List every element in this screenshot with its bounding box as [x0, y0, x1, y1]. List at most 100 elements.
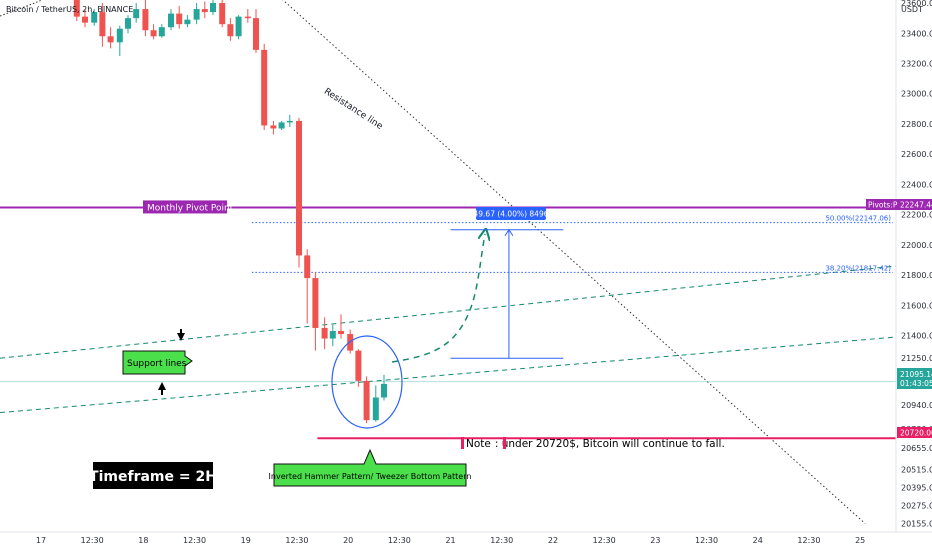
candle-body	[81, 16, 88, 23]
price-tick-label: 22400.00	[901, 180, 932, 189]
candle	[142, 0, 149, 37]
price-tick-label: 21600.00	[901, 301, 932, 310]
price-tick-label: 23200.00	[901, 59, 932, 68]
price-tick-label: 22800.00	[901, 120, 932, 129]
time-tick-label: 25	[855, 536, 865, 545]
candle	[150, 24, 157, 40]
candle-body	[304, 255, 311, 279]
candle-body	[347, 334, 354, 351]
measure-label: 849.67 (4.00%) 84967	[469, 210, 554, 219]
candle-body	[168, 13, 175, 28]
price-tick-label: 21400.00	[901, 332, 932, 341]
time-tick-label: 12:30	[285, 536, 308, 545]
candle	[235, 15, 242, 40]
candle	[270, 120, 277, 135]
time-tick-label: 12:30	[388, 536, 411, 545]
candle	[176, 6, 183, 29]
svg-text:Pivots:P: Pivots:P	[868, 201, 898, 210]
symbol-title: Bitcoin / TetherUS, 2h, BINANCE	[6, 5, 133, 14]
candle-body	[355, 350, 362, 381]
pivot-price-tag: Pivots:P 22247.44	[866, 199, 932, 210]
resistance-line-label: Resistance line	[322, 87, 385, 132]
candle-body	[125, 18, 131, 29]
candle-body	[270, 125, 277, 129]
candle	[227, 18, 234, 41]
candle-body	[278, 122, 285, 129]
timeframe-box	[93, 462, 213, 489]
monthly-pivot-label: Monthly Pivot Point	[147, 203, 234, 213]
candle-body	[312, 278, 319, 328]
candle-body	[363, 380, 370, 421]
candle-body	[133, 9, 140, 19]
time-tick-label: 12:30	[695, 536, 718, 545]
resistance-line-group	[282, 0, 866, 525]
note-text: Note: under 20720$, Bitcoin will continu…	[466, 438, 725, 450]
fib-levels-group: 50.00%(22147.06) 38.20%(21817.42)	[251, 215, 893, 273]
candle-body	[372, 397, 379, 421]
price-tick-label: 22600.00	[901, 150, 932, 159]
price-tick-label: 23000.00	[901, 90, 932, 99]
time-tick-label: 20	[343, 536, 353, 545]
candle	[278, 120, 285, 130]
support-price-tag: 20720.00	[897, 427, 932, 438]
candle	[321, 317, 328, 350]
candle-body	[116, 28, 123, 43]
candle	[107, 27, 114, 49]
support-lines-label: Support lines	[127, 359, 187, 369]
price-tick-label: 20655.00	[901, 444, 932, 453]
price-tick-label: 20395.00	[901, 483, 932, 492]
candle	[355, 349, 362, 387]
candle-body	[235, 16, 242, 37]
time-tick-label: 12:30	[490, 536, 513, 545]
candle	[116, 25, 123, 56]
pattern-label-bubble	[273, 448, 467, 487]
candle	[168, 9, 175, 31]
annotations-group: Monthly Pivot Point Resistance line Suppor…	[0, 0, 725, 489]
horizontal-lines-group	[0, 206, 896, 440]
candle	[99, 3, 106, 47]
candle-body	[91, 12, 98, 23]
time-tick-label: 17	[36, 536, 46, 545]
support-lines-group	[0, 265, 897, 414]
candle	[253, 9, 259, 53]
measure-label-box	[476, 207, 546, 220]
price-tick-label: 21250.00	[901, 354, 932, 363]
last-price-tag: 21095.14 01:43:05	[897, 368, 932, 389]
candle	[337, 314, 344, 339]
candle	[296, 117, 303, 268]
pattern-highlight-ellipse	[331, 335, 403, 429]
price-axis[interactable]	[896, 0, 932, 532]
fib-level-label: 38.20%(21817.42)	[825, 264, 891, 272]
pivot-label-box	[143, 200, 227, 214]
candle	[158, 24, 165, 38]
candle	[73, 0, 80, 22]
note-prefix: Note	[466, 438, 491, 450]
time-tick-label: 24	[753, 536, 763, 545]
timeframe-label: Timeframe = 2H	[89, 469, 217, 485]
time-tick-label: 12:30	[81, 536, 104, 545]
time-ticks: 17 12:30 18 12:30 19 12:30 20 12:30 21 12:30 22 12:…	[36, 536, 865, 545]
time-tick-label: 12:30	[183, 536, 206, 545]
svg-text:22247.44: 22247.44	[900, 201, 932, 210]
arrow-down-icon	[177, 333, 185, 341]
candle	[133, 3, 140, 23]
candle-body	[227, 24, 234, 37]
candle-body	[219, 3, 226, 25]
time-tick-label: 22	[548, 536, 558, 545]
time-tick-label: 21	[445, 536, 455, 545]
candle-body	[142, 9, 149, 31]
time-tick-label: 23	[650, 536, 660, 545]
candle	[286, 114, 293, 127]
candle-body	[253, 18, 259, 50]
candle	[381, 374, 387, 401]
price-tick-label: 23400.00	[901, 29, 932, 38]
time-tick-label: 18	[138, 536, 148, 545]
candle	[261, 43, 268, 130]
candle-body	[150, 30, 157, 37]
candle	[201, 1, 208, 19]
pattern-label: Inverted Hammer Pattern/ Tweezer Bottom …	[269, 472, 472, 481]
candle	[312, 272, 319, 351]
candle	[244, 9, 251, 23]
price-tick-label: 21800.00	[901, 271, 932, 280]
